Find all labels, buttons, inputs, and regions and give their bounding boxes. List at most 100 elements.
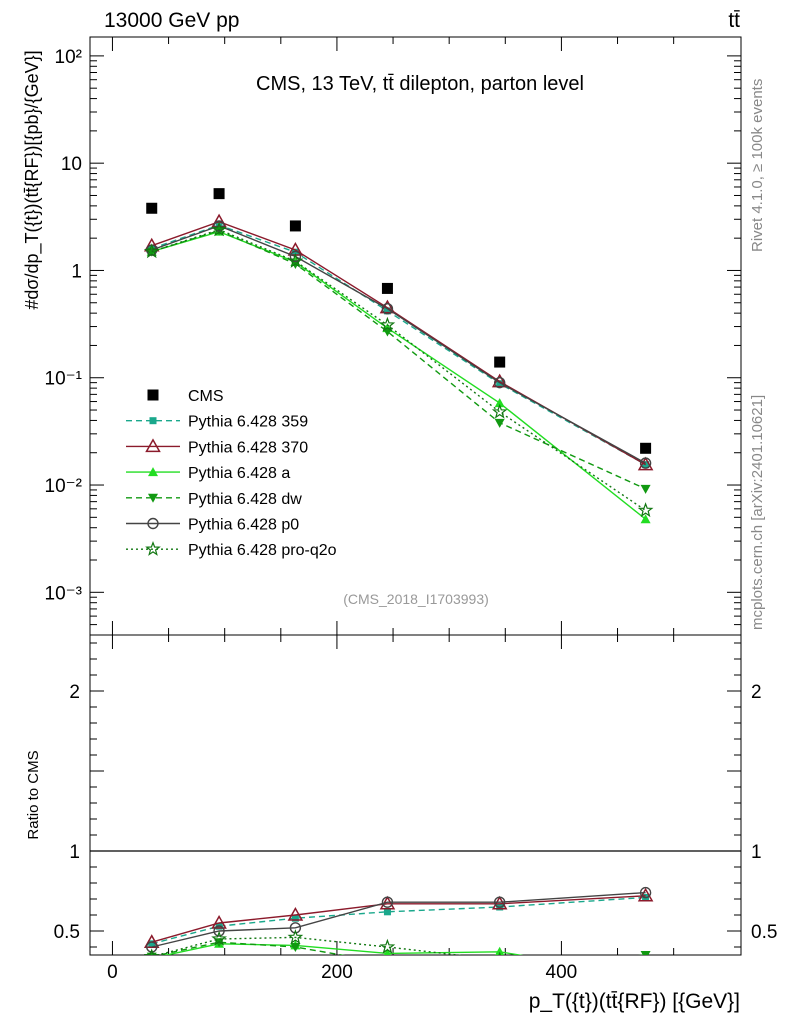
point-cms xyxy=(494,356,506,368)
main-y-tick-label: 10 xyxy=(61,154,82,175)
legend-label-pdw: Pythia 6.428 dw xyxy=(188,491,302,508)
point-cms xyxy=(289,220,301,232)
legend-entry-p359: Pythia 6.428 359 xyxy=(126,414,308,431)
point-pp0 xyxy=(213,220,225,232)
point-pq2o xyxy=(211,221,227,237)
series-line-pdw xyxy=(151,229,646,490)
legend-label-pp0: Pythia 6.428 p0 xyxy=(188,517,299,534)
point-pa xyxy=(494,398,505,408)
ratio-point-pa xyxy=(383,948,392,955)
point-pq2o xyxy=(379,316,396,332)
ratio-y-tick-label-right: 1 xyxy=(751,842,762,863)
legend-label-cms: CMS xyxy=(188,388,224,405)
legend-entry-cms: CMS xyxy=(147,388,224,405)
x-axis-label: p_T({t})(tt̄{RF}) [{GeV}] xyxy=(529,990,740,1013)
ratio-point-p370 xyxy=(211,914,227,929)
series-line-pq2o xyxy=(151,228,646,511)
ratio-point-pdw xyxy=(640,951,651,955)
legend-entry-pp0: Pythia 6.428 p0 xyxy=(126,517,299,534)
point-pq2o xyxy=(287,252,304,268)
ratio-point-p370 xyxy=(637,887,654,902)
ratio-line-p370 xyxy=(151,895,646,943)
point-pdw xyxy=(494,418,505,428)
ratio-y-tick-label-right: 2 xyxy=(751,682,762,703)
series-line-p359 xyxy=(151,224,646,466)
ratio-point-p370 xyxy=(287,906,304,921)
ratio-series-clip xyxy=(143,886,654,980)
legend-entry-pq2o: Pythia 6.428 pro-q2o xyxy=(126,540,337,559)
point-p359 xyxy=(383,307,391,315)
legend-marker-pp0 xyxy=(147,517,159,530)
ratio-point-pq2o xyxy=(143,948,160,955)
ratio-point-pp0 xyxy=(639,886,652,899)
legend-label-p370: Pythia 6.428 370 xyxy=(188,439,308,456)
ratio-point-p359 xyxy=(148,940,156,948)
ratio-line-pp0 xyxy=(151,891,646,948)
legend-marker-p359 xyxy=(149,417,157,425)
legend-label-pq2o: Pythia 6.428 pro-q2o xyxy=(188,542,337,559)
point-pp0 xyxy=(289,250,302,263)
x-tick-label: 0 xyxy=(107,962,118,983)
ratio-point-pdw xyxy=(290,943,301,952)
point-p359 xyxy=(291,248,299,256)
ratio-axis-ticks: 0.5 0.5 1 1 2 2 0 200 400 xyxy=(54,635,777,983)
ratio-point-pq2o xyxy=(211,930,227,946)
ratio-point-pa xyxy=(641,971,651,980)
ratio-point-p359 xyxy=(291,914,299,922)
ratio-point-pp0 xyxy=(146,941,158,953)
point-pdw xyxy=(640,484,651,494)
header-energy-label: 13000 GeV pp xyxy=(104,9,239,32)
ratio-line-pa xyxy=(163,943,524,955)
main-y-tick-label: 10⁻³ xyxy=(45,583,83,604)
analysis-label: (CMS_2018_I1703993) xyxy=(343,591,489,607)
series-line-pp0 xyxy=(151,225,646,464)
ratio-point-pq2o xyxy=(639,963,651,975)
series-pp0 xyxy=(146,220,652,469)
main-series-group xyxy=(143,188,654,524)
main-panel: 10⁻³ 10⁻² 10⁻¹ 1 10 10² CMS, 13 TeV, tt̄ dile… xyxy=(22,36,742,636)
legend-marker-pa xyxy=(148,467,158,477)
ratio-point-pp0 xyxy=(493,896,506,908)
ratio-point-pdw xyxy=(495,964,505,973)
x-tick-label: 400 xyxy=(546,962,578,983)
mcplots-label: mcplots.cern.ch [arXiv:2401.10621] xyxy=(749,395,766,630)
legend-entry-pdw: Pythia 6.428 dw xyxy=(126,491,302,508)
ratio-series-group xyxy=(143,886,654,980)
point-pq2o xyxy=(637,502,654,518)
ratio-y-tick-label-right: 0.5 xyxy=(751,922,777,943)
main-y-tick-label: 10⁻² xyxy=(45,476,83,497)
ratio-y-axis-label: Ratio to CMS xyxy=(25,750,42,839)
rivet-version-label: Rivet 4.1.0, ≥ 100k events xyxy=(749,79,766,252)
ratio-point-pq2o xyxy=(287,929,304,945)
ratio-point-pa xyxy=(495,946,505,955)
point-p370 xyxy=(637,456,654,471)
ratio-y-tick-label: 1 xyxy=(69,842,80,863)
main-axis-ticks: 10⁻³ 10⁻² 10⁻¹ 1 10 10² xyxy=(45,37,741,636)
ratio-y-tick-label: 2 xyxy=(69,682,80,703)
point-pq2o xyxy=(143,243,160,259)
chart-title: CMS, 13 TeV, tt̄ dilepton, parton level xyxy=(256,73,584,95)
point-cms xyxy=(640,442,652,454)
point-pp0 xyxy=(493,376,506,389)
main-y-tick-label: 10² xyxy=(55,47,82,68)
series-cms xyxy=(146,188,652,454)
legend-marker-cms xyxy=(147,389,159,401)
legend-entry-pa: Pythia 6.428 a xyxy=(126,465,290,482)
legend: CMS Pythia 6.428 359 Pythia 6.428 370 Pythi… xyxy=(126,388,337,559)
ratio-point-p370 xyxy=(491,895,508,910)
point-cms xyxy=(146,202,158,214)
x-tick-label: 200 xyxy=(321,962,353,983)
ratio-series-p370 xyxy=(143,887,654,948)
point-p359 xyxy=(496,380,504,388)
series-p359 xyxy=(148,221,650,469)
header-process-label: tt̄ xyxy=(728,9,740,32)
point-p359 xyxy=(215,221,223,229)
series-line-pa xyxy=(151,230,647,520)
legend-marker-pq2o xyxy=(145,540,161,556)
point-pp0 xyxy=(639,457,652,469)
legend-entry-p370: Pythia 6.428 370 xyxy=(126,438,308,456)
legend-label-pa: Pythia 6.428 a xyxy=(188,465,290,482)
legend-marker-p370 xyxy=(145,438,161,453)
legend-marker-pdw xyxy=(148,493,158,503)
